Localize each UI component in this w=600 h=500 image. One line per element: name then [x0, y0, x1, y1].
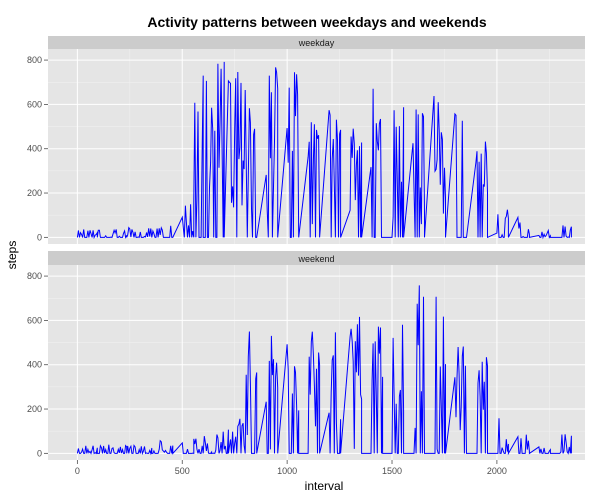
x-axis-title: interval — [305, 479, 344, 493]
y-tick-label: 600 — [27, 315, 42, 325]
y-tick-label: 400 — [27, 360, 42, 370]
y-tick-label: 800 — [27, 55, 42, 65]
x-axis: 0 500 1000 1500 2000 — [75, 460, 507, 476]
y-tick-label: 600 — [27, 99, 42, 109]
series-weekend — [76, 285, 572, 456]
x-tick-label: 500 — [175, 466, 190, 476]
x-tick-label: 1500 — [382, 466, 402, 476]
panel-background-weekend — [48, 265, 585, 460]
strip-weekday — [48, 36, 585, 49]
y-axis-weekday: 0 200 400 600 800 — [27, 55, 48, 242]
series-line-weekend — [76, 285, 572, 456]
y-tick-label: 200 — [27, 404, 42, 414]
y-tick-label: 800 — [27, 271, 42, 281]
y-tick-label: 200 — [27, 188, 42, 198]
y-axis-weekend: 0 200 400 600 800 — [27, 271, 48, 458]
strip-label-weekday: weekday — [298, 38, 335, 48]
y-tick-label: 0 — [37, 232, 42, 242]
x-tick-label: 0 — [75, 466, 80, 476]
strip-weekend — [48, 251, 585, 265]
chart-title: Activity patterns between weekdays and w… — [147, 14, 486, 30]
y-tick-label: 400 — [27, 144, 42, 154]
y-axis-title: steps — [5, 241, 19, 270]
strip-label-weekend: weekend — [297, 254, 334, 264]
panel-weekday: weekday 0 200 400 600 800 — [27, 36, 585, 244]
y-tick-label: 0 — [37, 448, 42, 458]
series-line-weekday — [76, 61, 572, 240]
x-tick-label: 2000 — [487, 466, 507, 476]
series-weekday — [76, 61, 572, 240]
panel-weekend: weekend 0 200 400 600 800 — [27, 251, 585, 460]
gridlines-weekday — [48, 49, 585, 244]
x-tick-label: 1000 — [277, 466, 297, 476]
